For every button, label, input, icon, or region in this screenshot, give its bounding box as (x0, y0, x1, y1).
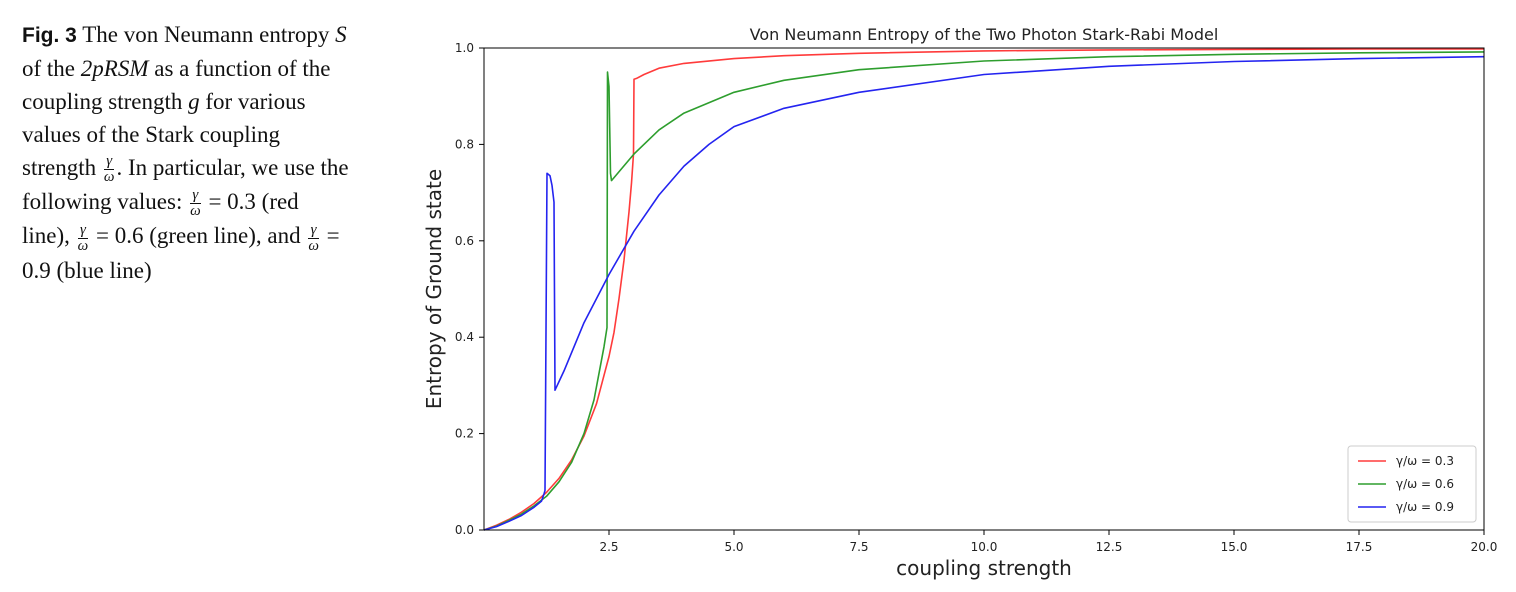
entropy-line-chart: Von Neumann Entropy of the Two Photon St… (422, 25, 1497, 580)
y-tick-label: 0.2 (455, 427, 474, 441)
caption-model-name: 2pRSM (80, 56, 149, 81)
y-tick-label: 0.8 (455, 137, 474, 151)
caption-text-3: as a function of the coupling strength (22, 56, 331, 114)
x-tick-label: 12.5 (1096, 540, 1123, 554)
caption-symbol-g: g (188, 89, 200, 114)
x-axis-label: coupling strength (896, 556, 1072, 580)
caption-eq-3: = 0.9 (blue line) (22, 223, 340, 283)
caption-eq-2: = 0.6 (green line), and (90, 223, 307, 249)
x-tick-label: 5.0 (724, 540, 743, 554)
series-line-2 (483, 51, 1485, 531)
figure-caption: Fig. 3 The von Neumann entropy S of the … (22, 18, 352, 287)
figure-label: Fig. 3 (22, 24, 77, 47)
chart-title: Von Neumann Entropy of the Two Photon St… (750, 25, 1219, 44)
y-tick-label: 1.0 (455, 41, 474, 55)
legend-box (1347, 445, 1477, 523)
caption-text-5: . In particular, we use the following va… (22, 155, 349, 215)
caption-text-1: The von Neumann entropy (82, 22, 336, 47)
caption-text-4: for various values of the Stark coupling… (22, 89, 306, 180)
caption-text-2: of the (22, 56, 81, 81)
series-line-3 (483, 55, 1485, 531)
caption-eq-1: = 0.3 (red line), (22, 189, 299, 249)
y-tick-label: 0.6 (455, 234, 474, 248)
plot-area: 2.5 5.0 7.5 10.0 12.5 15.0 17.5 20.0 0.0 0.2 0.4 0.… (455, 41, 1497, 554)
y-tick-label: 0.4 (455, 330, 474, 344)
x-tick-label: 17.5 (1346, 540, 1373, 554)
x-tick-label: 7.5 (849, 540, 868, 554)
legend-label: γ/ω = 0.9 (1396, 500, 1454, 514)
x-tick-label: 10.0 (971, 540, 998, 554)
series-line-1 (483, 48, 1484, 531)
x-tick-label: 20.0 (1471, 540, 1498, 554)
caption-symbol-s: S (335, 22, 347, 47)
x-tick-label: 2.5 (599, 540, 618, 554)
y-axis-label: Entropy of Ground state (422, 169, 446, 409)
y-tick-label: 0.0 (455, 523, 474, 537)
legend-label: γ/ω = 0.3 (1396, 454, 1454, 468)
legend-label: γ/ω = 0.6 (1396, 477, 1454, 491)
x-tick-label: 15.0 (1221, 540, 1248, 554)
